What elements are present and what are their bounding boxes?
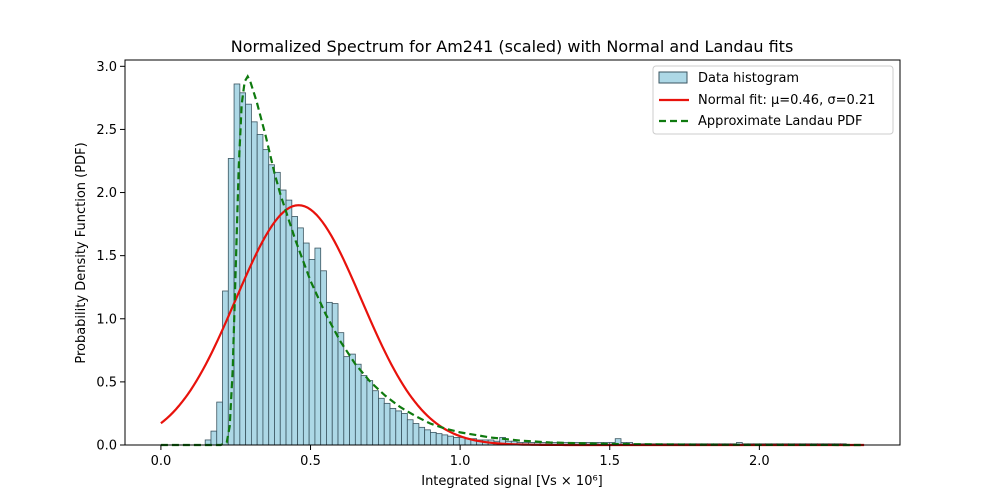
histogram-bar	[378, 397, 385, 446]
y-tick-label: 0.0	[96, 439, 117, 454]
y-tick-label: 2.5	[96, 123, 117, 138]
histogram-bar	[262, 149, 270, 446]
y-tick-label: 1.0	[96, 312, 117, 327]
legend: Data histogram Normal fit: μ=0.46, σ=0.2…	[652, 65, 894, 135]
y-tick-label: 3.0	[96, 60, 117, 75]
histogram-bar	[320, 270, 327, 446]
histogram-bar	[424, 429, 431, 446]
histogram-bar	[412, 423, 420, 446]
histogram-bar	[222, 290, 229, 446]
histogram-bar	[366, 380, 374, 446]
y-axis-ticks: 0.0 0.5 1.0 1.5 2.0 2.5 3.0	[96, 60, 125, 454]
x-tick-label: 1.0	[450, 454, 471, 469]
histogram-bar	[349, 353, 356, 446]
axes-frame	[124, 59, 901, 446]
x-axis-label: Integrated signal [Vs × 10⁶]	[421, 474, 603, 489]
chart-title: Normalized Spectrum for Am241 (scaled) w…	[231, 37, 794, 56]
x-tick-label: 0.0	[151, 454, 172, 469]
histogram-bar	[216, 401, 223, 446]
y-tick-label: 2.0	[96, 186, 117, 201]
histogram-bar	[401, 413, 408, 446]
histogram-bar	[210, 430, 218, 446]
histogram-bar	[406, 419, 414, 446]
histogram-bar	[447, 435, 454, 446]
histogram-bar	[331, 303, 339, 446]
histogram-bar	[343, 356, 350, 446]
histogram-bar	[274, 171, 281, 446]
y-tick-label: 0.5	[96, 375, 117, 390]
histogram-bar	[291, 216, 299, 446]
histogram-bar	[383, 402, 391, 446]
y-tick-label: 1.5	[96, 249, 117, 264]
histogram-bar	[314, 247, 322, 446]
histogram-bar	[418, 426, 426, 446]
histogram-bar	[360, 375, 368, 446]
x-tick-label: 0.5	[300, 454, 321, 469]
legend-box	[652, 65, 894, 135]
histogram-bar	[453, 437, 460, 446]
legend-histogram-label: Data histogram	[698, 71, 799, 86]
y-axis-label: Probability Density Function (PDF)	[74, 142, 89, 363]
histogram-bar	[297, 227, 304, 446]
x-axis-ticks: 0.0 0.5 1.0 1.5 2.0	[151, 445, 770, 469]
histogram-bar	[256, 134, 264, 446]
histogram-bar	[227, 158, 235, 446]
x-tick-label: 2.0	[749, 454, 770, 469]
landau-fit-line	[160, 74, 865, 447]
histogram-bar	[372, 390, 379, 446]
legend-histogram-swatch	[658, 71, 688, 84]
histogram-bar	[337, 332, 345, 446]
histogram-bar	[435, 433, 443, 446]
histogram-bar	[441, 434, 449, 446]
histogram-bar	[268, 164, 275, 446]
histogram-bar	[430, 431, 437, 446]
histogram-bar	[395, 410, 402, 446]
legend-normal-label: Normal fit: μ=0.46, σ=0.21	[698, 93, 875, 108]
legend-landau-label: Approximate Landau PDF	[698, 114, 863, 129]
histogram-bar	[250, 121, 258, 446]
histogram-bar	[279, 189, 287, 446]
histogram-bar	[285, 199, 293, 446]
x-tick-label: 1.5	[599, 454, 620, 469]
histogram-bar	[389, 407, 397, 446]
histogram-bar	[354, 363, 362, 446]
